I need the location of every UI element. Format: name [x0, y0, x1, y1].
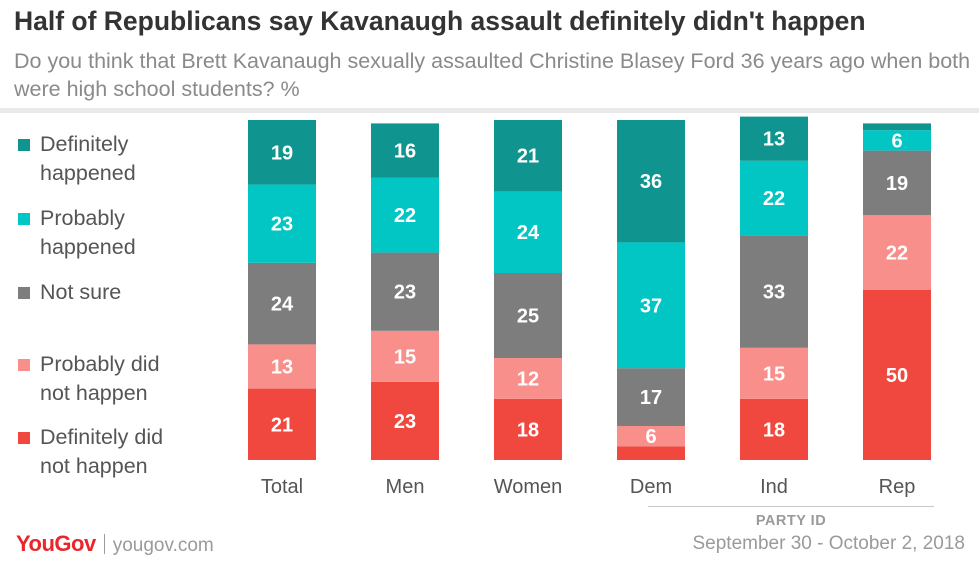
legend-swatch-probably-did-not-happen	[18, 359, 30, 371]
data-label-women-4: 18	[517, 419, 539, 441]
legend-label-not-sure: Not sure	[40, 280, 122, 304]
category-label-ind: Ind	[760, 476, 788, 498]
legend-label-probably-did-not-happen: Probably did not happen	[40, 352, 160, 405]
header-divider	[0, 108, 979, 113]
data-label-dem-3: 6	[645, 426, 656, 448]
legend-swatch-not-sure	[18, 287, 30, 299]
bar-segment-ind-4	[740, 398, 808, 460]
category-label-women: Women	[494, 476, 563, 498]
data-label-rep-3: 22	[886, 243, 908, 265]
bar-segment-rep-1	[863, 130, 931, 151]
bar-segment-total-4	[248, 388, 316, 460]
bar-segment-ind-0	[740, 116, 808, 161]
data-label-women-0: 21	[517, 146, 539, 168]
bar-segment-ind-1	[740, 160, 808, 236]
data-label-men-0: 16	[394, 141, 416, 163]
chart-subtitle: Do you think that Brett Kavanaugh sexual…	[14, 49, 971, 101]
party-id-label: PARTY ID	[755, 513, 827, 529]
logo-separator	[103, 534, 105, 554]
data-label-ind-3: 15	[763, 363, 785, 385]
category-label-men: Men	[386, 476, 425, 498]
bar-segment-rep-0	[863, 123, 931, 131]
bar-segment-men-1	[371, 177, 439, 253]
bar-segment-women-0	[494, 120, 562, 192]
legend-swatch-probably-happened	[18, 213, 30, 225]
data-label-ind-0: 13	[763, 129, 785, 151]
category-label-rep: Rep	[879, 476, 916, 498]
brand-url: yougov.com	[112, 535, 214, 556]
bar-segment-ind-3	[740, 347, 808, 399]
category-label-total: Total	[261, 476, 303, 498]
party-id-divider	[648, 506, 934, 507]
data-label-dem-2: 17	[640, 387, 662, 409]
bar-segment-dem-2	[617, 368, 685, 426]
data-label-men-2: 23	[394, 282, 416, 304]
bar-segment-rep-3	[863, 215, 931, 290]
bar-segment-women-2	[494, 273, 562, 358]
bar-segment-rep-4	[863, 290, 931, 460]
data-label-men-4: 23	[394, 411, 416, 433]
data-label-rep-2: 19	[886, 173, 908, 195]
bar-segment-dem-3	[617, 426, 685, 447]
legend-label-probably-happened: Probably happened	[40, 206, 136, 259]
bar-segment-women-4	[494, 398, 562, 460]
bar-segment-total-0	[248, 120, 316, 185]
bar-segment-men-3	[371, 330, 439, 382]
legend-label-definitely-happened: Definitely happened	[40, 132, 136, 185]
data-label-rep-1: 6	[891, 130, 902, 152]
data-label-total-0: 19	[271, 142, 293, 164]
data-label-total-1: 23	[271, 214, 293, 236]
bar-segment-men-4	[371, 381, 439, 460]
data-label-women-3: 12	[517, 368, 539, 390]
data-label-ind-1: 22	[763, 188, 785, 210]
category-label-dem: Dem	[630, 476, 672, 498]
legend-swatch-definitely-happened	[18, 139, 30, 151]
data-label-men-1: 22	[394, 205, 416, 227]
data-label-ind-4: 18	[763, 419, 785, 441]
chart-title: Half of Republicans say Kavanaugh assaul…	[14, 6, 866, 36]
legend-label-definitely-did-not-happen: Definitely did not happen	[40, 425, 164, 478]
yougov-logo: YouGov yougov.com	[16, 531, 214, 557]
bar-segment-rep-2	[863, 150, 931, 216]
data-label-women-1: 24	[517, 222, 540, 244]
bar-segment-total-2	[248, 262, 316, 345]
bar-segment-men-2	[371, 252, 439, 331]
bar-segment-dem-1	[617, 242, 685, 369]
data-label-dem-1: 37	[640, 295, 662, 317]
bar-segment-ind-2	[740, 235, 808, 348]
data-label-total-2: 24	[271, 294, 294, 316]
bar-segment-total-3	[248, 344, 316, 389]
bar-segment-women-1	[494, 191, 562, 273]
data-label-women-2: 25	[517, 306, 539, 328]
data-label-dem-0: 36	[640, 171, 662, 193]
data-label-total-3: 13	[271, 357, 293, 379]
bar-segment-total-1	[248, 184, 316, 263]
bar-segment-women-3	[494, 358, 562, 399]
data-label-men-3: 15	[394, 346, 416, 368]
bar-segment-dem-4	[617, 446, 685, 460]
survey-date: September 30 - October 2, 2018	[692, 533, 966, 554]
brand-name: YouGov	[16, 531, 96, 556]
legend-swatch-definitely-did-not-happen	[18, 432, 30, 444]
bar-segment-men-0	[371, 123, 439, 178]
bar-segment-dem-0	[617, 120, 685, 243]
data-label-rep-4: 50	[886, 365, 908, 387]
data-label-total-4: 21	[271, 414, 293, 436]
data-label-ind-2: 33	[763, 282, 785, 304]
